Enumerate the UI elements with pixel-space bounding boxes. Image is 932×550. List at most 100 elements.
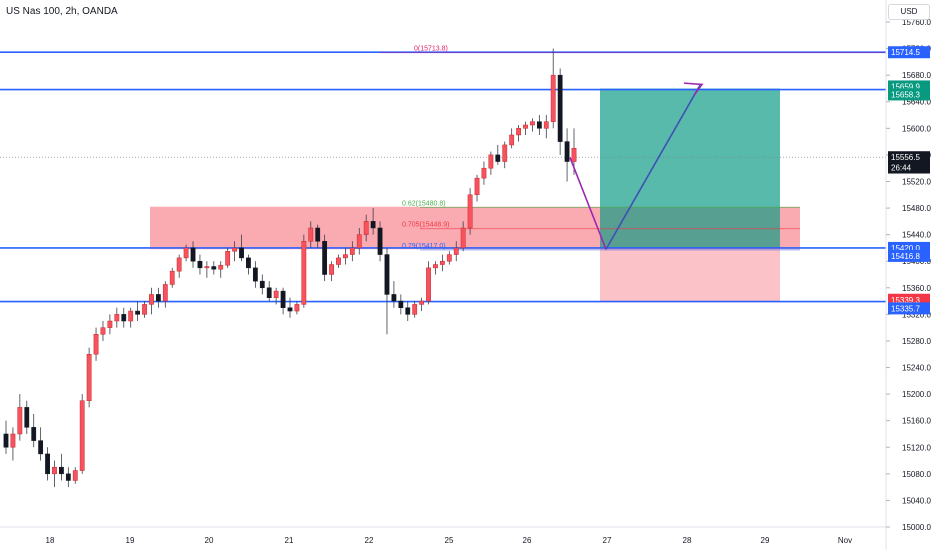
price-tag [888, 161, 930, 174]
candle-up [433, 264, 438, 269]
candle-up [530, 121, 535, 126]
candle-up [467, 194, 473, 229]
candle-down [557, 74, 563, 142]
candle-up [232, 247, 237, 252]
candle-up [10, 433, 16, 448]
candle-up [550, 74, 556, 122]
projection-path-up [605, 84, 701, 250]
candle-up [336, 257, 341, 265]
long-target-zone [600, 88, 780, 248]
candle-up [439, 260, 445, 265]
candle-down [3, 433, 9, 448]
price-tag [888, 302, 930, 315]
candle-up [86, 353, 92, 402]
price-tick-label: 15520.0 [902, 177, 931, 186]
candle-down [266, 287, 272, 299]
time-tick-label: 18 [46, 536, 55, 545]
price-tag [888, 151, 930, 164]
time-tick-label: 26 [523, 536, 532, 545]
price-tag-label: 15420.0 [891, 244, 920, 253]
candle-down [38, 440, 44, 455]
candle-down [135, 310, 141, 315]
candle-down [322, 241, 328, 275]
candle-down [45, 453, 50, 475]
candle-down [536, 121, 542, 129]
candle-up [488, 154, 494, 169]
price-tag-label: 15416.8 [891, 252, 920, 261]
candle-up [308, 227, 314, 242]
fib-label: 0.705(15448.9) [402, 222, 449, 229]
candle-down [252, 267, 258, 282]
candle-down [280, 290, 286, 308]
time-axis: 18 19 20 21 22 25 26 27 28 29 Nov [0, 526, 886, 545]
price-tick-label: 15640.0 [902, 98, 931, 107]
candle-down [197, 260, 203, 269]
candle-down [31, 427, 37, 441]
candle-up [481, 167, 487, 179]
candle-up [509, 134, 515, 146]
price-tag-label: 15335.7 [891, 304, 920, 313]
candle-up [453, 247, 459, 255]
candle-up [79, 400, 85, 471]
candle-up [93, 334, 99, 355]
symbol-title[interactable]: US Nas 100, 2h, OANDA [6, 6, 118, 17]
price-tick-label: 15280.0 [902, 337, 931, 346]
time-tick-label: 22 [365, 536, 374, 545]
chart-drawings: 0(15713.8) 0.62(15480.8) 0.705(15448.9) 0.7… [402, 46, 704, 250]
candle-up [446, 254, 452, 262]
candle-up [329, 264, 334, 275]
currency-button[interactable]: USD [888, 4, 930, 20]
candle-down [259, 280, 265, 289]
candle-up [474, 177, 480, 196]
candle-up [176, 257, 182, 272]
time-tick-label: 29 [761, 536, 770, 545]
candle-up [128, 310, 134, 322]
price-tick-label: 15480.0 [902, 204, 931, 213]
price-tag-label: 15658.3 [891, 90, 920, 99]
price-tick-label: 15440.0 [902, 231, 931, 240]
price-tag-label: 15659.9 [891, 82, 920, 91]
candle-down [377, 227, 383, 255]
price-tag [888, 88, 930, 101]
candle-up [273, 290, 279, 299]
candle-up [502, 144, 508, 162]
candle-up [543, 121, 549, 129]
candle-up [294, 304, 300, 312]
candle-down [384, 254, 390, 295]
candle-up [363, 221, 369, 235]
candle-up [356, 234, 362, 249]
time-tick-label: 25 [445, 536, 454, 545]
candle-up [52, 466, 57, 475]
candle-down [564, 141, 570, 162]
candle-up [149, 294, 154, 305]
price-tick-label: 15240.0 [902, 364, 931, 373]
price-tick-label: 15680.0 [902, 71, 931, 80]
price-tick-label: 15360.0 [902, 284, 931, 293]
price-tick-label: 15040.0 [902, 496, 931, 505]
candle-down [287, 307, 293, 312]
price-tag [888, 249, 930, 262]
candle-up [183, 247, 189, 259]
candle-down [495, 154, 501, 162]
candle-up [301, 241, 307, 305]
candle-up [419, 300, 425, 305]
candle-up [460, 227, 466, 249]
candle-up [349, 247, 355, 255]
candle-up [142, 304, 147, 315]
candle-up [343, 254, 348, 259]
price-tag-label: 15714.5 [891, 48, 920, 57]
time-tick-label: Nov [838, 536, 852, 545]
horizontal-levels [0, 51, 886, 303]
fib-label: 0.62(15480.8) [402, 201, 446, 208]
price-tick-label: 15760.0 [902, 18, 931, 27]
candle-up [523, 124, 528, 129]
chart-zones [150, 88, 800, 303]
price-tick-label: 15320.0 [902, 310, 931, 319]
candle-up [426, 267, 431, 302]
time-tick-label: 21 [285, 536, 294, 545]
candle-up [516, 128, 521, 136]
candle-up [218, 264, 224, 270]
candle-down [59, 466, 64, 475]
candle-down [405, 307, 411, 315]
